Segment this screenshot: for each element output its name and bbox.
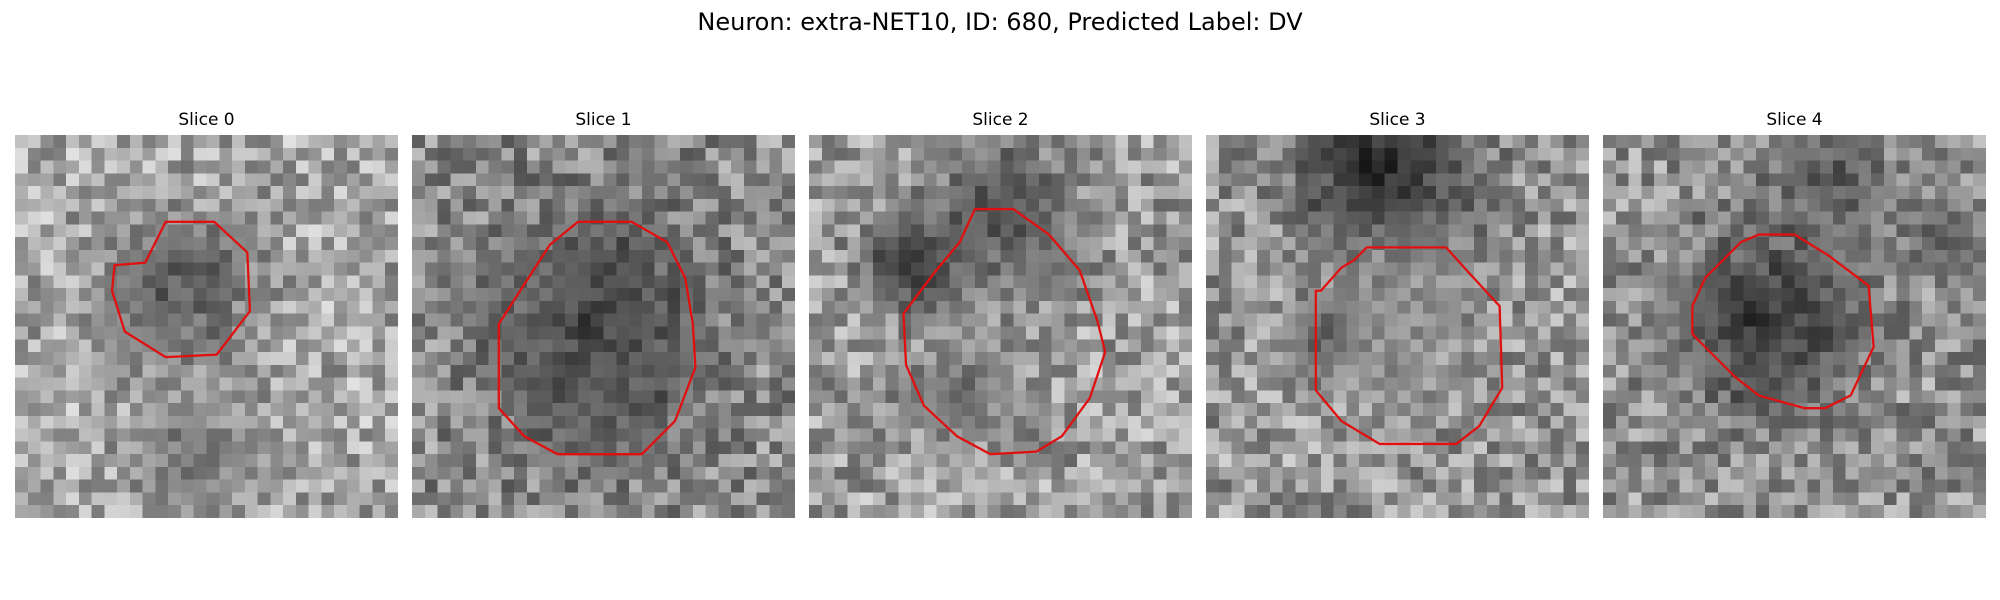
- neuron-contour-overlay: [902, 207, 1107, 456]
- neuron-contour-overlay: [1314, 246, 1504, 446]
- neuron-contour: [110, 220, 252, 359]
- neuron-contour-overlay: [497, 220, 697, 456]
- neuron-contour: [497, 220, 697, 456]
- microscopy-image: [15, 135, 398, 518]
- neuron-contour: [1314, 246, 1504, 446]
- slice-title: Slice 2: [972, 110, 1029, 130]
- slice-panel-1: Slice 1: [412, 108, 795, 518]
- slice-panel-2: Slice 2: [809, 108, 1192, 518]
- slice-image: [1603, 135, 1986, 518]
- microscopy-image: [1603, 135, 1986, 518]
- slice-panel-3: Slice 3: [1206, 108, 1589, 518]
- slice-title: Slice 1: [575, 110, 632, 130]
- slice-image: [809, 135, 1192, 518]
- slice-title: Slice 0: [178, 110, 235, 130]
- slice-title: Slice 3: [1369, 110, 1426, 130]
- slice-panel-0: Slice 0: [15, 108, 398, 518]
- slice-image: [412, 135, 795, 518]
- slice-image: [15, 135, 398, 518]
- neuron-contour-overlay: [110, 220, 252, 359]
- neuron-contour-overlay: [1691, 233, 1875, 410]
- neuron-contour: [902, 207, 1107, 456]
- figure-title: Neuron: extra-NET10, ID: 680, Predicted …: [697, 8, 1303, 36]
- neuron-contour: [1691, 233, 1875, 410]
- slice-panel-4: Slice 4: [1603, 108, 1986, 518]
- slice-image: [1206, 135, 1589, 518]
- slice-title: Slice 4: [1766, 110, 1823, 130]
- microscopy-image: [1206, 135, 1589, 518]
